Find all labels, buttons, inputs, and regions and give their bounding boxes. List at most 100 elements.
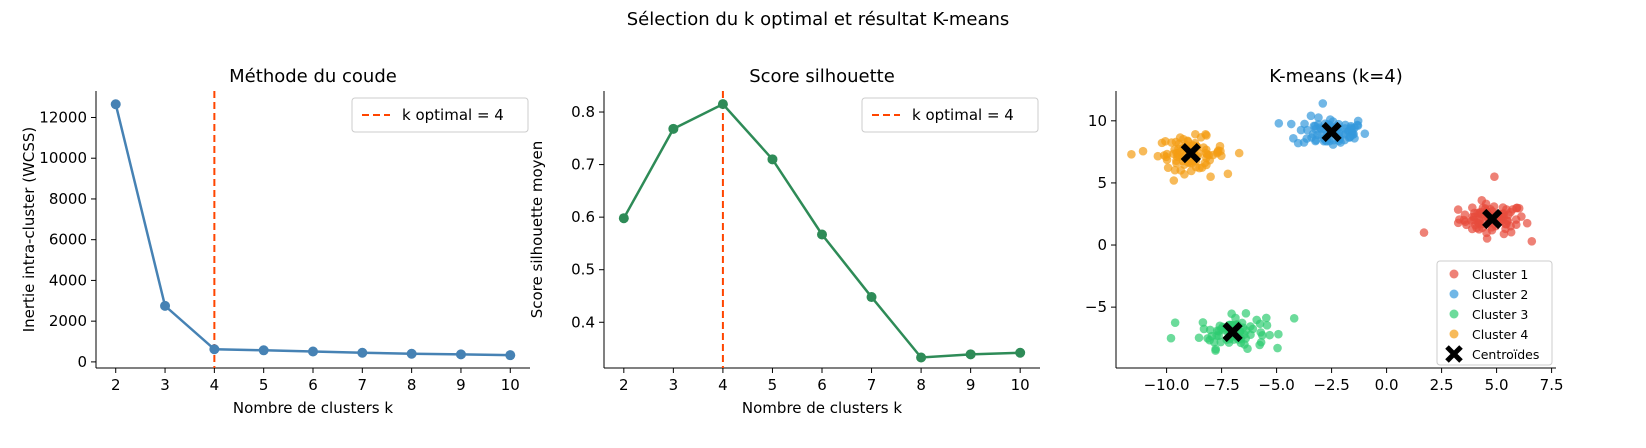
y-tick-label: 10 xyxy=(1088,112,1107,130)
x-tick-label: 9 xyxy=(456,376,466,394)
scatter-point xyxy=(1527,237,1537,246)
x-tick-label: −7.5 xyxy=(1203,376,1239,394)
data-point xyxy=(717,99,728,110)
x-tick-label: 4 xyxy=(210,376,220,394)
data-point xyxy=(357,347,368,358)
x-axis-label: Nombre de clusters k xyxy=(233,399,393,417)
x-tick-label: −10.0 xyxy=(1144,376,1190,394)
scatter-point xyxy=(1419,228,1429,237)
cluster-1-points xyxy=(1419,172,1537,246)
scatter-point xyxy=(1487,225,1497,235)
x-tick-label: 6 xyxy=(308,376,318,394)
x-tick-label: 9 xyxy=(966,376,976,394)
scatter-point xyxy=(1501,224,1510,234)
scatter-point xyxy=(1262,321,1272,330)
scatter-point xyxy=(1258,331,1267,340)
x-tick-label: 5.0 xyxy=(1485,376,1509,394)
scatter-point xyxy=(1302,134,1312,143)
legend-frame xyxy=(861,97,1039,133)
y-tick-label: 0.8 xyxy=(571,103,595,121)
scatter-point xyxy=(1255,319,1265,329)
x-tick-label: 4 xyxy=(718,376,728,394)
chart-title: K-means (k=4) xyxy=(1269,66,1403,87)
x-axis-label: Nombre de clusters k xyxy=(742,399,902,417)
scatter-point xyxy=(1262,313,1271,323)
legend-frame xyxy=(351,97,529,133)
silhouette-chart: 2 3 4 5 6 7 8 9 10 0.4 0.5 0.6 0.7 0.8 Score silhouett… xyxy=(528,66,1040,417)
data-point xyxy=(406,348,417,359)
data-point xyxy=(505,350,516,361)
scatter-point xyxy=(1289,133,1298,143)
scatter-point xyxy=(1311,124,1320,134)
legend-label: k optimal = 4 xyxy=(402,106,504,124)
x-tick-label: 2.5 xyxy=(1430,376,1454,394)
legend: Cluster 1 Cluster 2 Cluster 3 Cluster 4 Cent… xyxy=(1436,260,1553,366)
scatter-point xyxy=(1490,172,1499,182)
y-tick-label: 6000 xyxy=(49,231,87,249)
scatter-point xyxy=(1502,205,1511,214)
scatter-point xyxy=(1522,218,1532,228)
scatter-point xyxy=(1167,138,1176,147)
data-point xyxy=(258,345,269,356)
chart-title: Méthode du coude xyxy=(229,66,397,87)
scatter-point xyxy=(1211,346,1220,355)
x-tick-label: −2.5 xyxy=(1313,376,1349,394)
legend-centroid-swatch xyxy=(1445,345,1463,363)
y-tick-label: 0 xyxy=(1097,236,1107,254)
scatter-point xyxy=(1153,151,1163,161)
legend-label: Cluster 1 xyxy=(1472,267,1528,282)
scatter-point xyxy=(1172,158,1181,168)
scatter-point xyxy=(1314,113,1323,122)
y-tick-label: 2000 xyxy=(49,312,87,330)
scatter-point xyxy=(1216,337,1226,347)
scatter-point xyxy=(1289,314,1299,323)
scatter-point xyxy=(1194,333,1204,343)
data-point xyxy=(308,346,318,357)
scatter-point xyxy=(1175,133,1185,142)
scatter-point xyxy=(1223,169,1233,179)
chart-title: Score silhouette xyxy=(749,66,895,87)
legend-swatch xyxy=(1449,289,1459,299)
scatter-point xyxy=(1138,146,1148,156)
cluster-2-points xyxy=(1274,99,1370,149)
legend-label: Cluster 2 xyxy=(1472,287,1528,302)
data-point xyxy=(916,352,927,363)
scatter-point xyxy=(1170,165,1180,175)
data-point xyxy=(618,213,629,224)
scatter-point xyxy=(1274,329,1283,339)
scatter-point xyxy=(1157,138,1167,148)
scatter-point xyxy=(1311,136,1320,146)
scatter-point xyxy=(1246,322,1255,331)
data-point xyxy=(965,349,976,360)
y-tick-label: 5 xyxy=(1097,174,1107,192)
scatter-point xyxy=(1163,163,1173,173)
scatter-point xyxy=(1198,318,1208,327)
x-tick-label: 2 xyxy=(619,376,629,394)
x-tick-label: 7.5 xyxy=(1540,376,1564,394)
legend-swatch xyxy=(1449,269,1459,279)
x-tick-label: 10 xyxy=(501,376,520,394)
scatter-point xyxy=(1169,176,1179,185)
centroid-marker xyxy=(1482,208,1503,230)
x-tick-label: 3 xyxy=(160,376,170,394)
data-point xyxy=(817,229,827,240)
legend-swatch xyxy=(1449,329,1459,339)
legend-label: k optimal = 4 xyxy=(912,106,1014,124)
y-tick-label: 0 xyxy=(77,353,87,371)
scatter-point xyxy=(1286,119,1296,129)
scatter-point xyxy=(1360,129,1370,138)
scatter-point xyxy=(1159,151,1169,160)
y-tick-label: 0.4 xyxy=(571,313,595,331)
scatter-point xyxy=(1273,343,1282,353)
y-axis-label: Score silhouette moyen xyxy=(528,141,546,319)
scatter-point xyxy=(1166,333,1176,343)
scatter-point xyxy=(1348,126,1357,135)
scatter-point xyxy=(1353,116,1363,126)
x-tick-label: 3 xyxy=(669,376,679,394)
y-axis-label: Inertie intra-cluster (WCSS) xyxy=(20,127,38,333)
centroid-marker xyxy=(1321,121,1342,143)
scatter-point xyxy=(1274,118,1284,128)
y-tick-label: 0.5 xyxy=(571,261,595,279)
x-tick-label: 8 xyxy=(916,376,926,394)
